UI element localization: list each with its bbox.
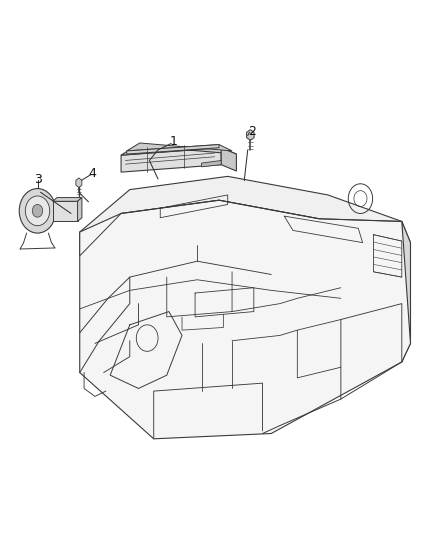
Polygon shape bbox=[78, 198, 82, 221]
Polygon shape bbox=[127, 143, 232, 151]
Polygon shape bbox=[80, 200, 410, 439]
Polygon shape bbox=[221, 148, 237, 171]
Polygon shape bbox=[53, 201, 78, 221]
Polygon shape bbox=[247, 130, 254, 140]
Polygon shape bbox=[76, 178, 82, 188]
Polygon shape bbox=[127, 144, 219, 154]
Polygon shape bbox=[201, 160, 221, 167]
Polygon shape bbox=[53, 198, 82, 201]
Text: 2: 2 bbox=[248, 125, 256, 138]
Polygon shape bbox=[121, 146, 237, 155]
Text: 3: 3 bbox=[35, 173, 42, 185]
Circle shape bbox=[32, 205, 43, 217]
Text: 1: 1 bbox=[170, 135, 177, 148]
Polygon shape bbox=[121, 148, 221, 172]
Polygon shape bbox=[80, 176, 410, 256]
Polygon shape bbox=[402, 221, 410, 362]
Circle shape bbox=[19, 189, 56, 233]
Circle shape bbox=[25, 196, 49, 225]
Text: 4: 4 bbox=[89, 167, 97, 180]
